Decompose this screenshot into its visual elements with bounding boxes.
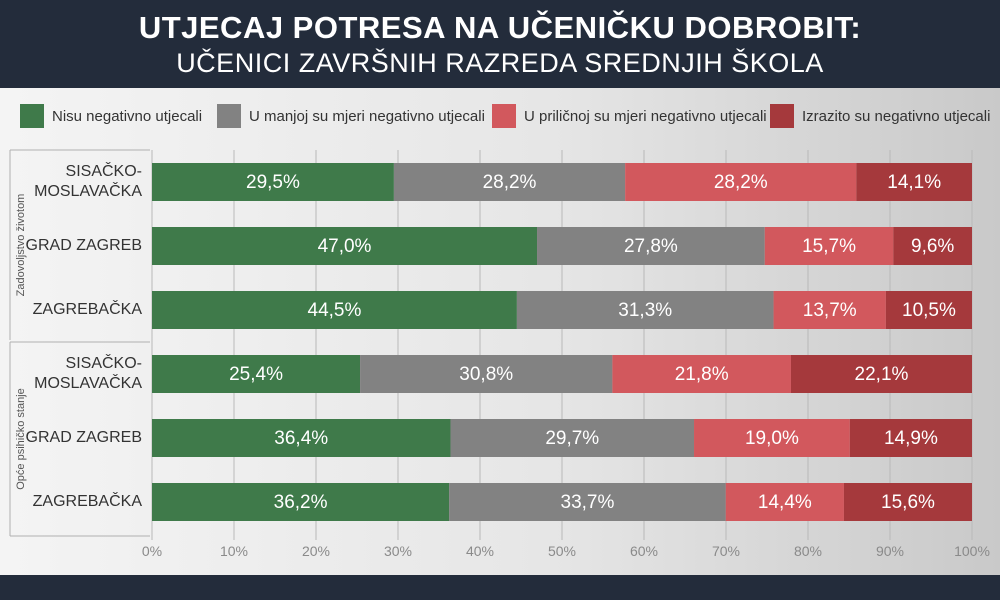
bar-value-label: 14,4% xyxy=(758,492,812,513)
category-label: MOSLAVAČKA xyxy=(34,373,142,392)
chart-title: UTJECAJ POTRESA NA UČENIČKU DOBROBIT: xyxy=(138,10,862,45)
bar-value-label: 27,8% xyxy=(624,236,678,257)
category-label: GRAD ZAGREB xyxy=(26,429,142,446)
category-label: SISAČKO- xyxy=(66,353,142,372)
bar-value-label: 10,5% xyxy=(902,300,956,321)
legend-item-izrazito: Izrazito su negativno utjecali xyxy=(770,104,990,128)
bar-segment xyxy=(152,291,517,329)
bar-value-label: 36,4% xyxy=(274,428,328,449)
x-tick-label: 10% xyxy=(220,543,248,559)
bar-value-label: 25,4% xyxy=(229,364,283,385)
bar-segment xyxy=(893,227,972,265)
group-label: Zadovoljstvo životom xyxy=(15,194,27,297)
bar-value-label: 29,7% xyxy=(545,428,599,449)
bar-value-label: 31,3% xyxy=(618,300,672,321)
bar-value-label: 30,8% xyxy=(459,364,513,385)
bar-segment xyxy=(694,419,850,457)
bar-segment xyxy=(856,163,972,201)
legend-swatch xyxy=(492,104,516,128)
bar-segment xyxy=(516,291,774,329)
legend-label: Nisu negativno utjecali xyxy=(52,107,203,125)
bar-segment xyxy=(725,483,844,521)
bar-segment xyxy=(773,291,886,329)
bar-value-label: 14,9% xyxy=(884,428,938,449)
x-tick-label: 100% xyxy=(954,543,990,559)
bar-value-label: 47,0% xyxy=(318,236,372,257)
bar-value-label: 21,8% xyxy=(675,364,729,385)
x-tick-label: 0% xyxy=(142,543,162,559)
legend-label: Izrazito su negativno utjecali xyxy=(802,107,991,125)
bar-segment xyxy=(790,355,972,393)
bar-segment xyxy=(849,419,972,457)
x-tick-label: 30% xyxy=(384,543,412,559)
bar-segment xyxy=(537,227,765,265)
bar-segment xyxy=(152,483,450,521)
bar-value-label: 33,7% xyxy=(561,492,615,513)
bar-value-label: 36,2% xyxy=(274,492,328,513)
x-tick-label: 40% xyxy=(466,543,494,559)
bar-segment xyxy=(152,355,361,393)
x-tick-label: 70% xyxy=(712,543,740,559)
bar-value-label: 44,5% xyxy=(308,300,362,321)
bar-segment xyxy=(393,163,626,201)
bar-value-label: 15,6% xyxy=(881,492,935,513)
legend-label: U priličnoj su mjeri negativno utjecali xyxy=(524,107,767,125)
legend-item-nisu: Nisu negativno utjecali xyxy=(20,104,202,128)
legend-swatch xyxy=(770,104,794,128)
bar-segment xyxy=(152,227,538,265)
bar-segment xyxy=(152,419,451,457)
bar-segment xyxy=(449,483,726,521)
chart-subtitle: UČENICI ZAVRŠNIH RAZREDA SREDNJIH ŠKOLA xyxy=(176,48,824,78)
bar-value-label: 19,0% xyxy=(745,428,799,449)
legend-swatch xyxy=(217,104,241,128)
bar-segment xyxy=(450,419,695,457)
x-tick-label: 20% xyxy=(302,543,330,559)
bar-segment xyxy=(360,355,613,393)
legend-item-manjoj: U manjoj su mjeri negativno utjecali xyxy=(217,104,485,128)
group-label: Opće psihičko stanje xyxy=(15,388,27,490)
legend-swatch xyxy=(20,104,44,128)
bar-value-label: 29,5% xyxy=(246,172,300,193)
category-label: GRAD ZAGREB xyxy=(26,237,142,254)
bar-segment xyxy=(152,163,394,201)
footer-bar xyxy=(0,575,1000,600)
category-label: SISAČKO- xyxy=(66,161,142,180)
category-label: ZAGREBAČKA xyxy=(33,299,143,318)
bar-segment xyxy=(625,163,857,201)
x-tick-label: 80% xyxy=(794,543,822,559)
category-label: MOSLAVAČKA xyxy=(34,181,142,200)
legend-item-prilicnoj: U priličnoj su mjeri negativno utjecali xyxy=(492,104,767,128)
header-bar: UTJECAJ POTRESA NA UČENIČKU DOBROBIT: UČ… xyxy=(0,0,1000,88)
bar-value-label: 14,1% xyxy=(887,172,941,193)
bar-segment xyxy=(843,483,972,521)
bar-segment xyxy=(885,291,972,329)
x-tick-label: 50% xyxy=(548,543,576,559)
category-label: ZAGREBAČKA xyxy=(33,491,143,510)
bar-value-label: 28,2% xyxy=(483,172,537,193)
bar-segment xyxy=(612,355,791,393)
bar-value-label: 22,1% xyxy=(855,364,909,385)
bar-value-label: 9,6% xyxy=(911,236,954,257)
legend: Nisu negativno utjecali U manjoj su mjer… xyxy=(20,104,1000,130)
bar-value-label: 13,7% xyxy=(803,300,857,321)
bar-value-label: 15,7% xyxy=(802,236,856,257)
x-tick-label: 60% xyxy=(630,543,658,559)
bar-segment xyxy=(764,227,894,265)
x-tick-label: 90% xyxy=(876,543,904,559)
legend-label: U manjoj su mjeri negativno utjecali xyxy=(249,107,485,125)
bar-value-label: 28,2% xyxy=(714,172,768,193)
